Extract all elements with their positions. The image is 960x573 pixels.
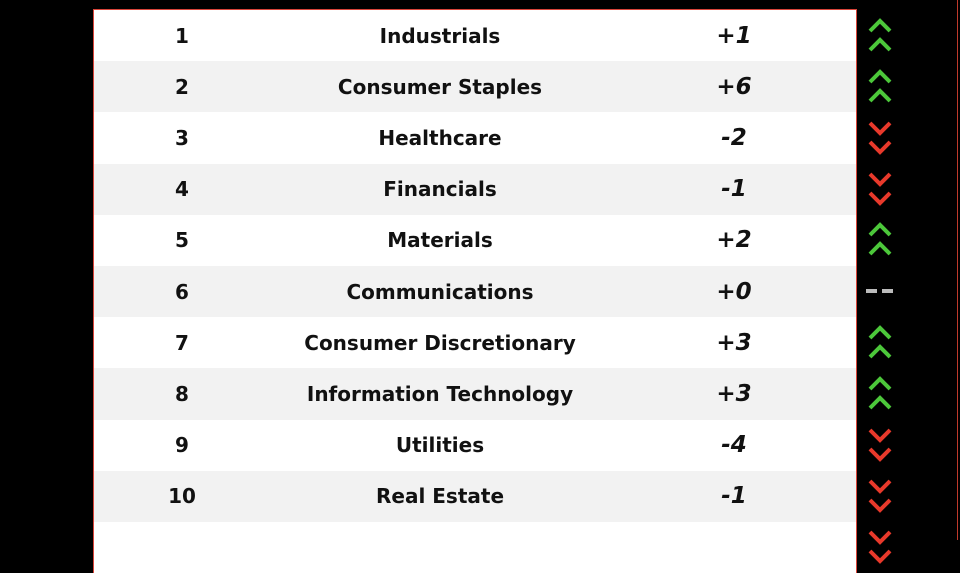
rank-cell: 4 bbox=[175, 177, 189, 202]
table-row: 9 Utilities -4 bbox=[94, 420, 856, 471]
rank-cell: 5 bbox=[175, 228, 189, 253]
sector-cell: Consumer Staples bbox=[337, 74, 543, 99]
table-row bbox=[94, 522, 856, 573]
change-cell: -2 bbox=[721, 124, 747, 151]
sector-cell: Industrials bbox=[379, 23, 501, 48]
table-row: 2 Consumer Staples +6 bbox=[94, 61, 856, 113]
rank-cell: 2 bbox=[175, 74, 189, 99]
table-row: 1 Industrials +1 bbox=[94, 10, 856, 61]
sector-cell: Financials bbox=[383, 177, 497, 202]
sector-cell: Information Technology bbox=[306, 381, 574, 406]
rank-cell: 9 bbox=[175, 433, 189, 458]
sector-cell: Communications bbox=[346, 279, 534, 304]
sector-cell: Materials bbox=[387, 228, 493, 253]
change-cell: -1 bbox=[721, 176, 747, 203]
table-row: 7 Consumer Discretionary +3 bbox=[94, 317, 856, 368]
double-chevron-up-icon bbox=[858, 367, 902, 418]
double-chevron-up-icon bbox=[858, 9, 902, 60]
double-chevron-up-icon bbox=[858, 214, 902, 265]
table-row: 5 Materials +2 bbox=[94, 215, 856, 266]
no-change-dash-icon bbox=[858, 265, 902, 316]
table-row: 8 Information Technology +3 bbox=[94, 368, 856, 420]
rank-cell: 10 bbox=[168, 484, 196, 509]
change-cell: +3 bbox=[716, 380, 752, 407]
table-row: 6 Communications +0 bbox=[94, 265, 856, 318]
table-row: 4 Financials -1 bbox=[94, 163, 856, 215]
change-cell: +1 bbox=[716, 22, 752, 49]
right-edge-line bbox=[957, 0, 958, 540]
change-cell: +6 bbox=[716, 73, 752, 100]
sector-cell: Consumer Discretionary bbox=[304, 330, 576, 355]
double-chevron-up-icon bbox=[858, 316, 902, 367]
double-chevron-down-icon bbox=[858, 163, 902, 214]
table-row: 3 Healthcare -2 bbox=[94, 112, 856, 163]
change-cell: +0 bbox=[716, 278, 752, 305]
sector-ranking-table: 1 Industrials +1 2 Consumer Staples +6 3 Health… bbox=[93, 9, 857, 573]
double-chevron-down-icon bbox=[858, 419, 902, 470]
table-row: 10 Real Estate -1 bbox=[94, 470, 856, 522]
sector-cell: Utilities bbox=[395, 433, 485, 458]
rank-cell: 1 bbox=[175, 23, 189, 48]
rank-cell: 7 bbox=[175, 330, 189, 355]
rank-cell: 3 bbox=[175, 125, 189, 150]
double-chevron-down-icon bbox=[858, 521, 902, 572]
trend-icons-column bbox=[858, 9, 902, 572]
change-cell: -4 bbox=[721, 432, 747, 459]
double-chevron-up-icon bbox=[858, 60, 902, 111]
rank-cell: 8 bbox=[175, 381, 189, 406]
double-chevron-down-icon bbox=[858, 111, 902, 162]
sector-cell: Healthcare bbox=[378, 125, 502, 150]
sector-cell: Real Estate bbox=[375, 484, 505, 509]
double-chevron-down-icon bbox=[858, 470, 902, 521]
rank-cell: 6 bbox=[175, 279, 189, 304]
change-cell: +2 bbox=[716, 227, 752, 254]
change-cell: +3 bbox=[716, 329, 752, 356]
change-cell: -1 bbox=[721, 483, 747, 510]
